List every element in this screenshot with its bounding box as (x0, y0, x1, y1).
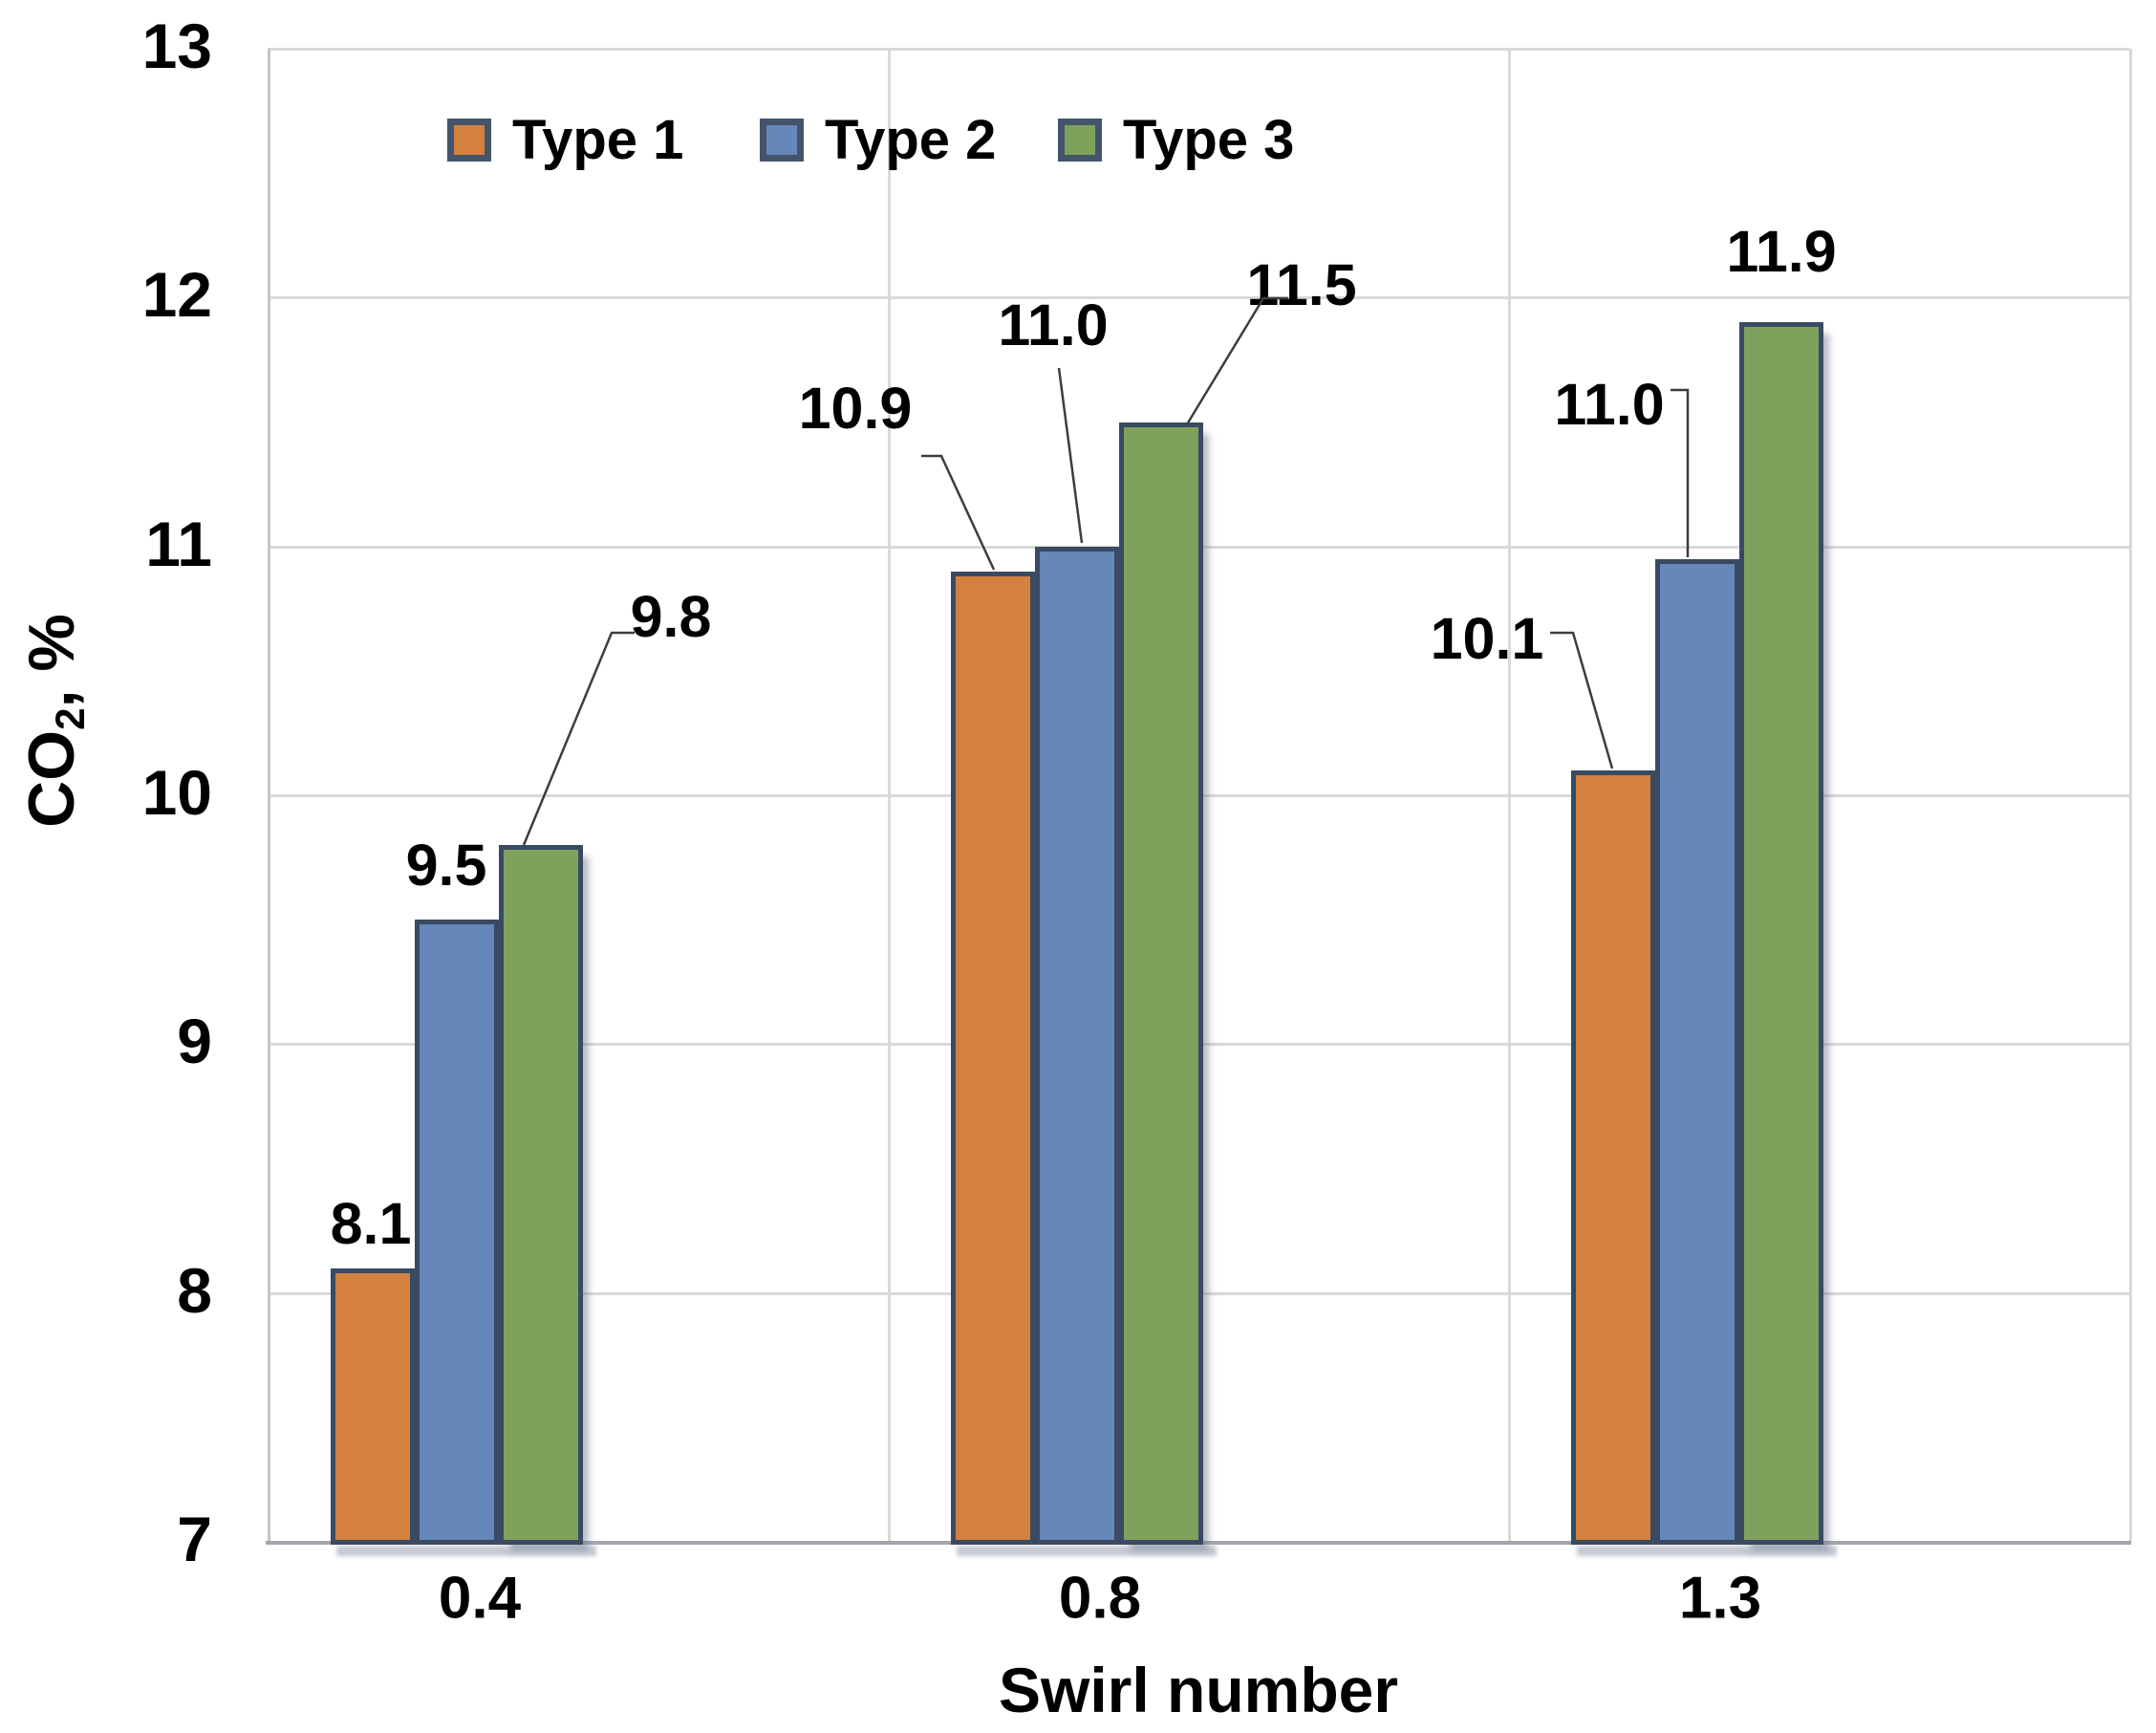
y-tick-label-7: 7 (177, 1503, 212, 1574)
data-label-type2-0.4: 9.5 (405, 833, 487, 898)
data-label-type2-1.3: 11.0 (1554, 372, 1665, 437)
leader-line (1671, 388, 1690, 557)
data-label-type3-1.3: 11.9 (1726, 219, 1837, 284)
bar-type1-0.8 (951, 571, 1035, 1545)
y-tick-label-13: 13 (141, 10, 212, 81)
data-label-type3-0.8: 11.5 (1246, 252, 1357, 317)
bar-shadow-0 (336, 1546, 596, 1556)
legend-item-type3: Type 3 (1058, 109, 1294, 171)
bar-type1-1.3 (1571, 769, 1655, 1545)
y-axis-title-suffix: , % (15, 614, 88, 708)
leader-line (1057, 367, 1084, 544)
gridline-x-0 (888, 49, 891, 1542)
bar-type2-0.4 (415, 920, 499, 1545)
y-tick-label-10: 10 (141, 756, 212, 828)
bar-type3-0.4 (499, 845, 583, 1545)
gridline-y-12 (268, 296, 2129, 300)
data-label-type1-0.4: 8.1 (330, 1191, 412, 1256)
x-tick-label-0.8: 0.8 (1058, 1565, 1142, 1632)
bar-type3-1.3 (1739, 322, 1823, 1545)
bar-type2-1.3 (1655, 558, 1739, 1545)
gridline-x-2 (2129, 49, 2132, 1542)
y-tick-label-12: 12 (141, 259, 212, 331)
bar-type2-0.8 (1035, 546, 1119, 1545)
leader-line (921, 454, 996, 571)
gridline-x-1 (1508, 49, 1511, 1542)
legend-item-type1: Type 1 (447, 109, 683, 171)
data-label-type1-1.3: 10.1 (1430, 606, 1544, 671)
y-axis-title-subscript: 2 (47, 707, 93, 730)
legend-swatch-icon (1058, 118, 1102, 162)
x-axis-title: Swirl number (998, 1655, 1399, 1725)
legend-label: Type 2 (825, 108, 997, 171)
leader-line (1550, 631, 1614, 769)
bar-type3-0.8 (1119, 422, 1203, 1545)
y-axis-line (268, 49, 270, 1542)
data-label-type2-0.8: 11.0 (998, 292, 1109, 357)
x-tick-label-1.3: 1.3 (1678, 1565, 1762, 1632)
legend-label: Type 3 (1123, 108, 1295, 171)
bar-type1-0.4 (331, 1267, 415, 1545)
x-tick-label-0.4: 0.4 (438, 1565, 522, 1632)
y-tick-label-11: 11 (145, 508, 212, 579)
leader-line (522, 631, 635, 846)
legend-label: Type 1 (512, 108, 684, 171)
bar-shadow-1 (957, 1546, 1217, 1556)
legend-swatch-icon (760, 118, 804, 162)
gridline-y-13 (268, 48, 2129, 51)
legend-swatch-icon (447, 118, 491, 162)
y-tick-label-9: 9 (177, 1006, 212, 1077)
data-label-type3-0.4: 9.8 (630, 584, 712, 649)
data-label-type1-0.8: 10.9 (798, 376, 913, 441)
bar-shadow-2 (1577, 1546, 1837, 1556)
legend-item-type2: Type 2 (760, 109, 996, 171)
y-tick-label-8: 8 (177, 1254, 212, 1326)
